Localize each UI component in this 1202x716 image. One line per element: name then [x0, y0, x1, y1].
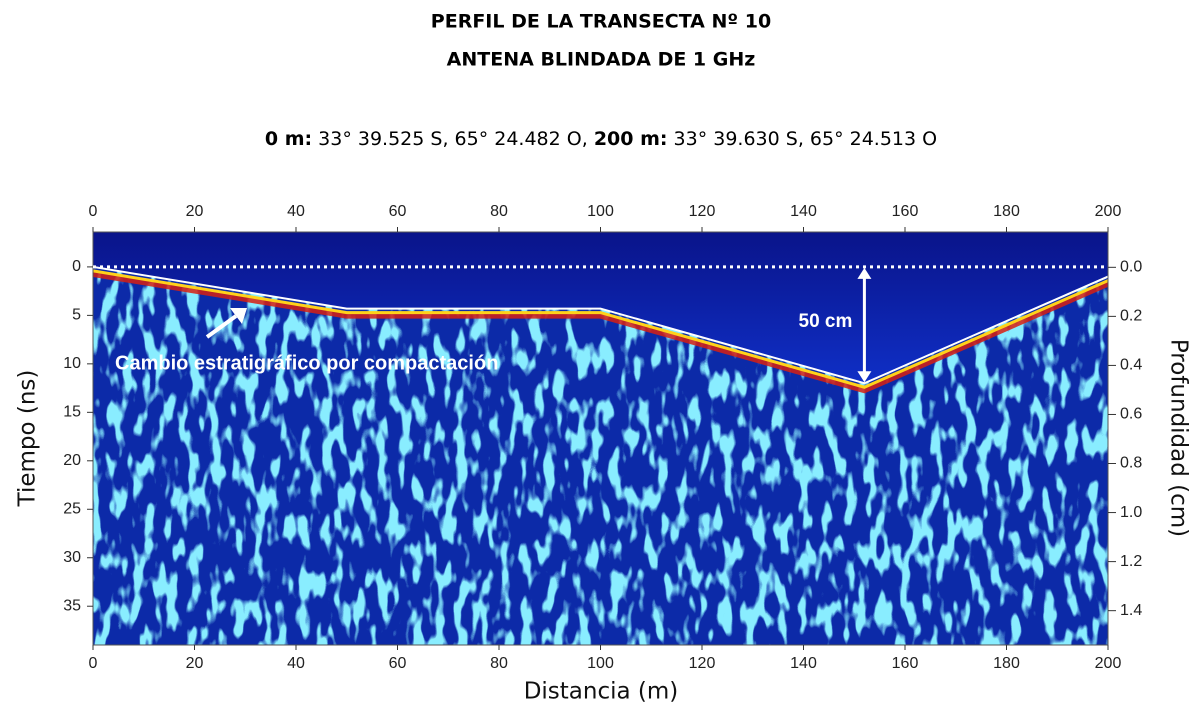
x-tick-label: 100 — [587, 203, 614, 220]
x-tick-label: 100 — [587, 655, 614, 672]
coord-text: 33° 39.630 S, 65° 24.513 O — [674, 128, 938, 150]
x-tick-label: 60 — [389, 203, 407, 220]
y2-tick-label: 0.2 — [1120, 308, 1142, 325]
y-axis-label: Tiempo (ns) — [15, 370, 41, 508]
x-tick-label: 120 — [689, 203, 716, 220]
x-tick-label: 0 — [89, 203, 98, 220]
x-tick-label: 160 — [892, 655, 919, 672]
chart-title: PERFIL DE LA TRANSECTA Nº 10 — [431, 11, 771, 33]
y-tick-label: 10 — [63, 355, 81, 372]
coordinates: 0 m: 33° 39.525 S, 65° 24.482 O, 200 m: … — [265, 128, 937, 150]
x-tick-label: 0 — [89, 655, 98, 672]
x-tick-label: 80 — [490, 203, 508, 220]
y2-tick-label: 0.0 — [1120, 259, 1142, 276]
y2-tick-label: 0.6 — [1120, 406, 1142, 423]
x-tick-label: 20 — [186, 655, 204, 672]
coord-label: 0 m: — [265, 128, 312, 150]
y-tick-label: 0 — [72, 258, 81, 275]
y2-tick-label: 1.4 — [1120, 602, 1142, 619]
x-tick-label: 120 — [689, 655, 716, 672]
y2-tick-label: 1.2 — [1120, 553, 1142, 570]
y-tick-label: 35 — [63, 597, 81, 614]
x-tick-label: 200 — [1095, 655, 1122, 672]
x-tick-label: 180 — [993, 655, 1020, 672]
plot-area — [93, 232, 1108, 645]
x-axis-label: Distancia (m) — [524, 679, 679, 705]
y2-axis-label: Profundidad (cm) — [1166, 339, 1192, 537]
y-tick-label: 5 — [72, 307, 81, 324]
chart: PERFIL DE LA TRANSECTA Nº 10 ANTENA BLIN… — [0, 0, 1202, 711]
x-tick-label: 140 — [790, 655, 817, 672]
annotation: Cambio estratigráfico por compactación — [115, 352, 498, 374]
y-tick-label: 15 — [63, 404, 81, 421]
coord-label: 200 m: — [594, 128, 668, 150]
y2-tick-label: 1.0 — [1120, 504, 1142, 521]
y-tick-label: 30 — [63, 549, 81, 566]
coord-text: 33° 39.525 S, 65° 24.482 O, — [318, 128, 588, 150]
x-tick-label: 20 — [186, 203, 204, 220]
y2-tick-label: 0.8 — [1120, 455, 1142, 472]
y-tick-label: 25 — [63, 500, 81, 517]
x-tick-label: 160 — [892, 203, 919, 220]
x-tick-label: 40 — [287, 203, 305, 220]
annotation: 50 cm — [799, 311, 853, 332]
x-tick-label: 60 — [389, 655, 407, 672]
x-tick-label: 80 — [490, 655, 508, 672]
y2-tick-label: 0.4 — [1120, 357, 1142, 374]
x-tick-label: 200 — [1095, 203, 1122, 220]
x-tick-label: 180 — [993, 203, 1020, 220]
chart-subtitle: ANTENA BLINDADA DE 1 GHz — [447, 49, 756, 71]
y-tick-label: 20 — [63, 452, 81, 469]
x-tick-label: 140 — [790, 203, 817, 220]
x-tick-label: 40 — [287, 655, 305, 672]
